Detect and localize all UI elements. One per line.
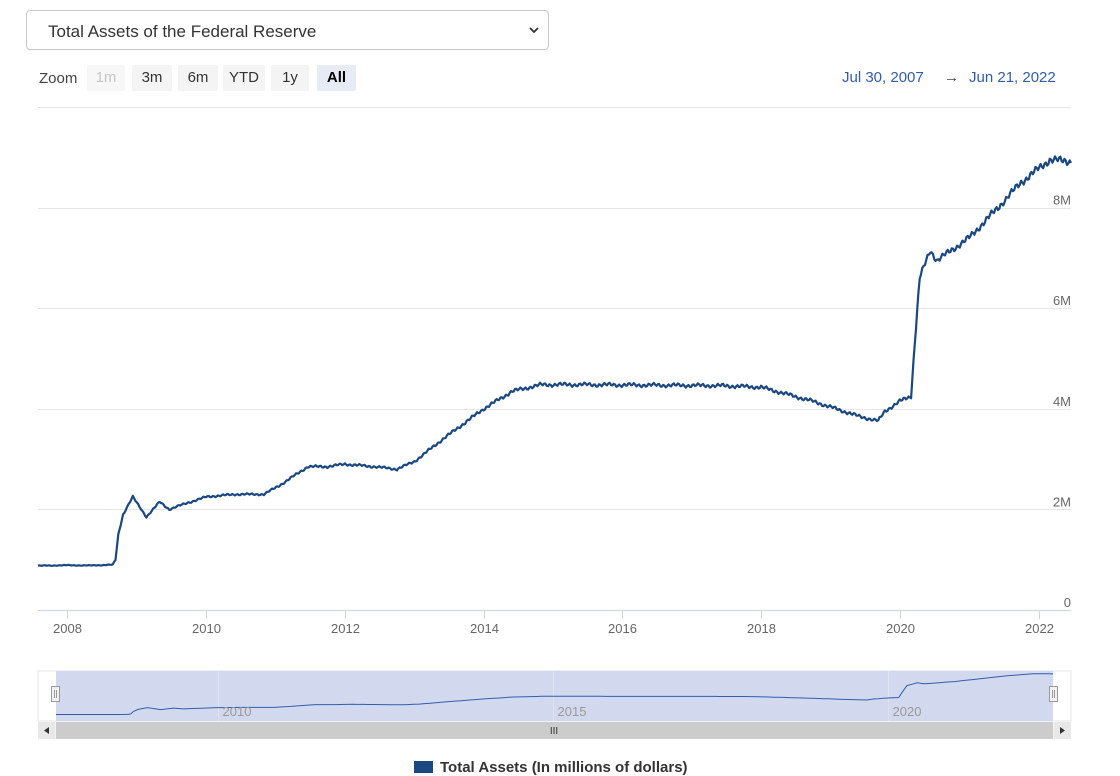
dataset-select[interactable]: Total Assets of the Federal Reserve bbox=[26, 10, 549, 50]
scrollbar[interactable]: III bbox=[38, 722, 1071, 739]
zoom-all-button[interactable]: All bbox=[317, 65, 356, 91]
navigator[interactable]: 2010 2015 2020 bbox=[37, 670, 1072, 722]
x-tick-label: 2020 bbox=[886, 621, 915, 636]
y-tick-label: 4M bbox=[1053, 394, 1071, 409]
range-to-input[interactable]: Jun 21, 2022 bbox=[969, 69, 1056, 86]
range-arrow: → bbox=[944, 69, 959, 86]
navigator-year-label: 2010 bbox=[223, 704, 252, 719]
zoom-3m-button[interactable]: 3m bbox=[132, 65, 172, 91]
x-tick-label: 2014 bbox=[470, 621, 499, 636]
y-tick-label: 8M bbox=[1053, 193, 1071, 208]
legend-swatch bbox=[414, 761, 433, 773]
scrollbar-thumb[interactable] bbox=[56, 722, 1053, 739]
y-axis-ticks: 0 2M 4M 6M 8M bbox=[1053, 193, 1071, 610]
x-tick-label: 2016 bbox=[608, 621, 637, 636]
y-tick-label: 2M bbox=[1053, 494, 1071, 509]
y-tick-label: 0 bbox=[1064, 595, 1071, 610]
dataset-select-value: Total Assets of the Federal Reserve bbox=[48, 22, 317, 41]
range-from-input[interactable]: Jul 30, 2007 bbox=[842, 69, 924, 86]
navigator-year-label: 2020 bbox=[893, 704, 922, 719]
grip-icon[interactable]: III bbox=[550, 726, 558, 737]
navigator-handle-right[interactable] bbox=[1049, 686, 1058, 702]
zoom-6m-button[interactable]: 6m bbox=[178, 65, 218, 91]
right-arrow-icon[interactable] bbox=[1054, 722, 1071, 739]
navigator-handle-left[interactable] bbox=[51, 686, 60, 702]
x-tick-label: 2010 bbox=[192, 621, 221, 636]
left-arrow-icon[interactable] bbox=[38, 722, 55, 739]
x-tick-label: 2012 bbox=[331, 621, 360, 636]
x-tick-label: 2008 bbox=[53, 621, 82, 636]
legend-item-total-assets[interactable]: Total Assets (In millions of dollars) bbox=[414, 759, 688, 776]
series-line-total-assets bbox=[37, 155, 1072, 567]
legend-label: Total Assets (In millions of dollars) bbox=[440, 759, 688, 776]
zoom-1y-button[interactable]: 1y bbox=[271, 65, 309, 91]
navigator-series-line bbox=[56, 673, 1054, 715]
grid-lines bbox=[38, 107, 1071, 611]
x-axis-ticks: 2008 2010 2012 2014 2016 2018 2020 2022 bbox=[53, 610, 1054, 636]
x-tick-label: 2018 bbox=[747, 621, 776, 636]
zoom-1m-button[interactable]: 1m bbox=[87, 65, 125, 91]
zoom-label: Zoom bbox=[39, 70, 78, 87]
navigator-year-label: 2015 bbox=[558, 704, 587, 719]
y-tick-label: 6M bbox=[1053, 293, 1071, 308]
x-tick-label: 2022 bbox=[1025, 621, 1054, 636]
zoom-ytd-button[interactable]: YTD bbox=[223, 65, 265, 91]
chevron-down-icon bbox=[529, 27, 539, 34]
